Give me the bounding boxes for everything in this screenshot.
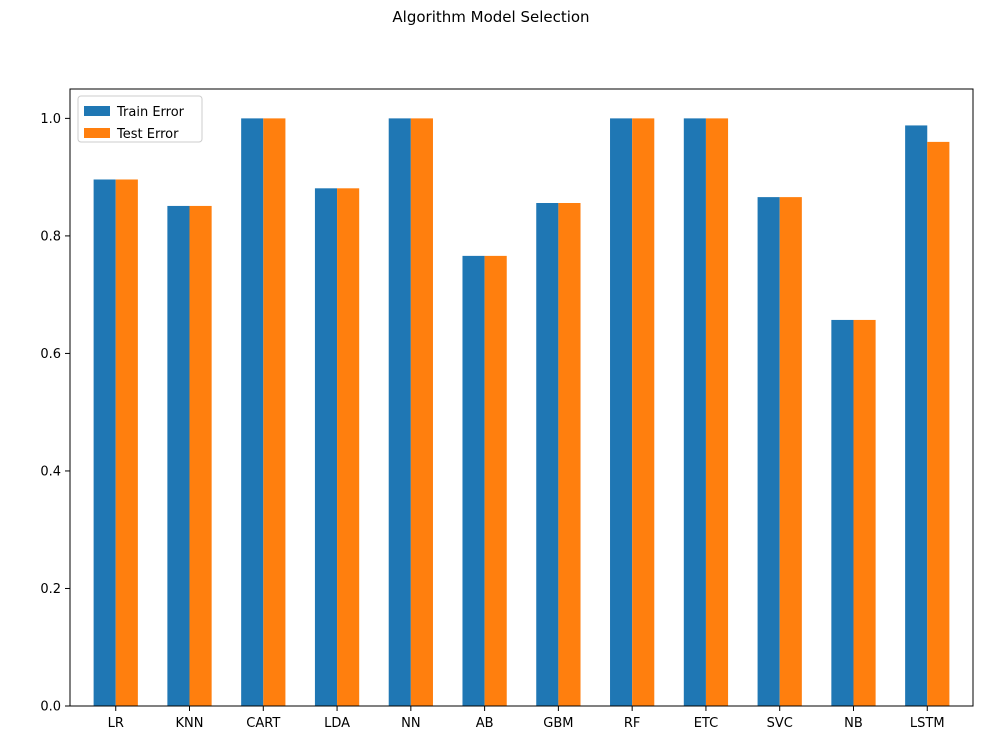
x-tick-label: SVC bbox=[767, 716, 793, 731]
x-tick-label: LDA bbox=[324, 716, 350, 731]
bar-train-error-svc bbox=[757, 197, 780, 706]
x-tick-label: KNN bbox=[176, 716, 204, 731]
bar-train-error-lda bbox=[314, 188, 338, 706]
legend-label: Test Error bbox=[116, 127, 179, 142]
x-tick-label: ETC bbox=[694, 716, 718, 731]
bar-train-error-gbm bbox=[536, 203, 559, 706]
bar-test-error-lstm bbox=[927, 141, 950, 706]
bar-test-error-rf bbox=[632, 118, 655, 706]
y-tick-label: 0.8 bbox=[40, 229, 61, 244]
bar-train-error-etc bbox=[683, 118, 706, 706]
bar-train-error-knn bbox=[167, 205, 190, 706]
x-tick-label: CART bbox=[246, 716, 280, 731]
bar-test-error-nb bbox=[853, 319, 876, 706]
legend: Train Error Test Error bbox=[77, 95, 203, 143]
y-tick-label: 0.6 bbox=[40, 347, 61, 362]
y-tick-label: 1.0 bbox=[40, 112, 61, 127]
bar-train-error-lr bbox=[93, 179, 116, 707]
bar-train-error-cart bbox=[241, 118, 264, 706]
x-tick-label: LR bbox=[108, 716, 124, 731]
bar-test-error-etc bbox=[705, 118, 729, 706]
bar-train-error-nn bbox=[388, 118, 411, 706]
bar-train-error-rf bbox=[610, 118, 633, 706]
bar-test-error-gbm bbox=[558, 203, 581, 706]
bar-train-error-nb bbox=[831, 319, 854, 706]
x-tick-label: NB bbox=[844, 716, 863, 731]
x-tick-label: GBM bbox=[543, 716, 573, 731]
bar-test-error-lr bbox=[115, 179, 138, 707]
bar-test-error-lda bbox=[337, 188, 360, 706]
bar-test-error-knn bbox=[189, 205, 212, 706]
x-tick-label: AB bbox=[476, 716, 494, 731]
legend-label: Train Error bbox=[116, 105, 185, 120]
x-tick-label: NN bbox=[401, 716, 420, 731]
y-tick-label: 0.0 bbox=[40, 700, 61, 715]
axes-layer: 0.0 0.2 0.4 0.6 0.8 1.0 LR KNN CART LDA NN AB GBM RF E… bbox=[40, 88, 974, 731]
chart-title: Algorithm Model Selection bbox=[392, 8, 589, 26]
y-tick-label: 0.2 bbox=[40, 582, 61, 597]
x-tick-label: RF bbox=[624, 716, 641, 731]
bar-test-error-cart bbox=[263, 118, 286, 706]
plot-frame bbox=[69, 88, 974, 707]
legend-swatch bbox=[84, 106, 110, 116]
bar-train-error-ab bbox=[462, 255, 485, 706]
bar-test-error-svc bbox=[779, 197, 802, 706]
bar-test-error-nn bbox=[410, 118, 433, 706]
y-tick-label: 0.4 bbox=[40, 464, 61, 479]
legend-swatch bbox=[84, 128, 110, 138]
x-tick-label: LSTM bbox=[910, 716, 945, 731]
bars-layer bbox=[93, 118, 950, 707]
bar-test-error-ab bbox=[484, 255, 507, 706]
bar-train-error-lstm bbox=[905, 125, 928, 707]
